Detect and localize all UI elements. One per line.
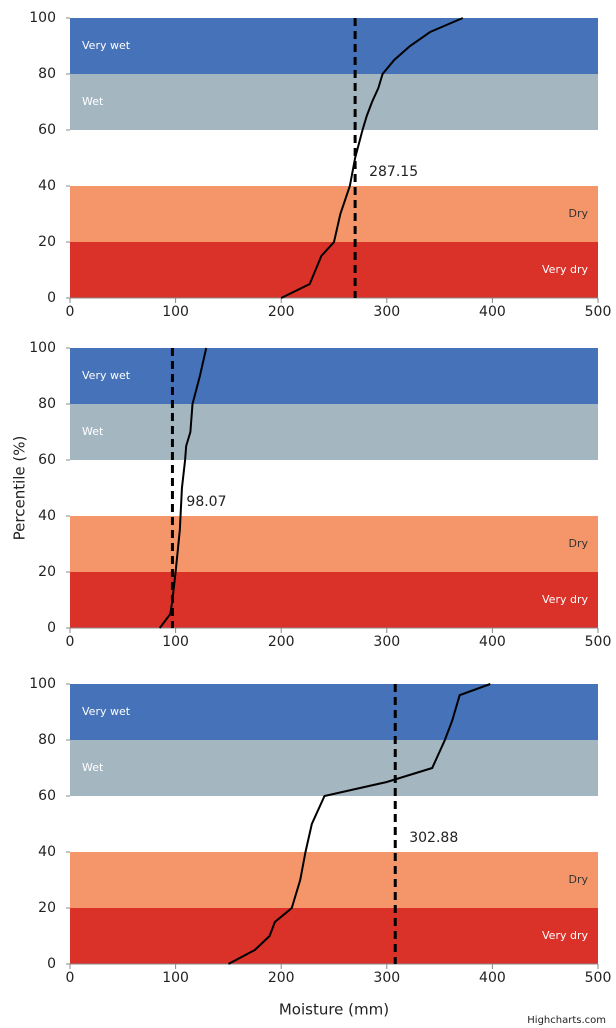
y-tick-label: 60 [38,452,56,468]
y-tick-label: 0 [47,290,56,306]
x-tick-label: 300 [373,304,400,320]
y-tick-label: 100 [29,10,56,26]
plot-band [70,516,598,572]
plot-band [70,348,598,404]
band-label: Very dry [542,263,588,276]
y-tick-label: 0 [47,620,56,636]
y-tick-label: 100 [29,340,56,356]
x-tick-label: 200 [268,970,295,986]
plot-line-label: 287.15 [369,164,418,180]
x-tick-label: 100 [162,970,189,986]
x-tick-label: 0 [66,634,75,650]
y-tick-label: 80 [38,66,56,82]
plot-band [70,186,598,242]
x-tick-label: 400 [479,634,506,650]
data-line [227,683,491,965]
plot-band [70,404,598,460]
band-label: Very dry [542,593,588,606]
credits: Highcharts.com [527,1015,606,1026]
band-label: Very dry [542,929,588,942]
plot-band [70,74,598,130]
plot-band [70,18,598,74]
y-tick-label: 0 [47,956,56,972]
y-tick-label: 20 [38,900,56,916]
plot-line-label: 302.88 [409,830,458,846]
plot-band [70,684,598,740]
x-tick-label: 100 [162,304,189,320]
plot-band [70,908,598,964]
y-tick-label: 60 [38,788,56,804]
x-tick-label: 400 [479,970,506,986]
y-tick-label: 40 [38,178,56,194]
x-tick-label: 400 [479,304,506,320]
x-tick-label: 0 [66,970,75,986]
x-tick-label: 100 [162,634,189,650]
x-tick-label: 0 [66,304,75,320]
y-tick-label: 80 [38,396,56,412]
band-label: Very wet [82,39,131,52]
x-tick-label: 500 [585,634,612,650]
y-tick-label: 100 [29,676,56,692]
x-tick-label: 500 [585,304,612,320]
x-tick-label: 200 [268,304,295,320]
y-tick-label: 80 [38,732,56,748]
x-tick-label: 300 [373,970,400,986]
plot-band [70,852,598,908]
x-tick-label: 200 [268,634,295,650]
band-label: Dry [568,207,588,220]
band-label: Wet [82,95,104,108]
y-tick-label: 60 [38,122,56,138]
y-tick-label: 40 [38,844,56,860]
x-tick-label: 500 [585,970,612,986]
plot-band [70,572,598,628]
x-axis-title: Moisture (mm) [279,1001,389,1019]
band-label: Very wet [82,705,131,718]
plot-line-label: 98.07 [186,494,226,510]
plot-band [70,242,598,298]
band-label: Wet [82,761,104,774]
x-tick-label: 300 [373,634,400,650]
band-label: Very wet [82,369,131,382]
y-tick-label: 40 [38,508,56,524]
band-label: Dry [568,873,588,886]
y-tick-label: 20 [38,564,56,580]
y-tick-label: 20 [38,234,56,250]
band-label: Wet [82,425,104,438]
data-line [280,17,464,299]
band-label: Dry [568,537,588,550]
y-axis-title: Percentile (%) [11,436,29,541]
plot-band [70,740,598,796]
